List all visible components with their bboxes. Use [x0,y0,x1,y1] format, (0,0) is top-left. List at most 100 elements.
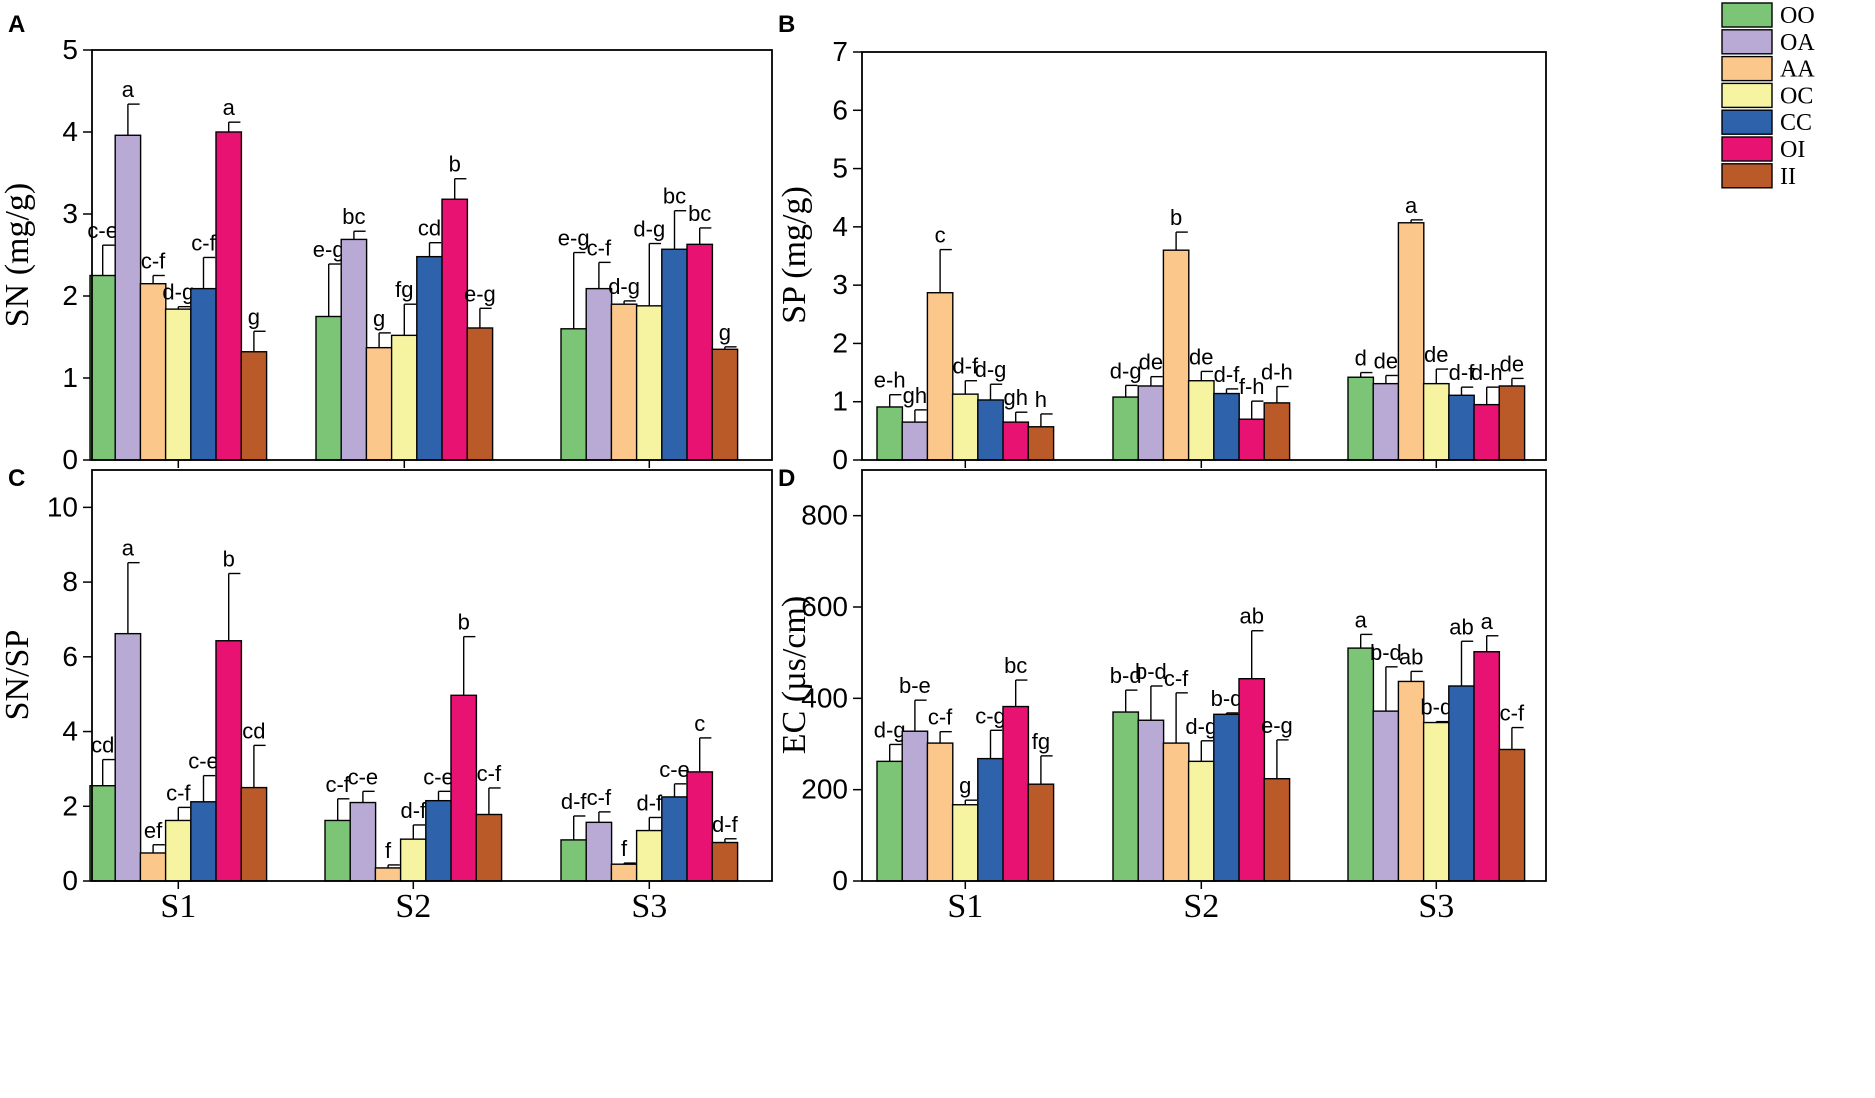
y-tick-label: 5 [832,153,848,184]
bar-OI-S2 [1238,677,1266,882]
y-tick-label: 400 [801,682,848,713]
bar-OO-S3 [560,328,588,461]
x-tick-label: S2 [1183,888,1219,925]
legend-label: OC [1780,83,1813,109]
significance-label: bc [342,204,365,229]
bar-OC-S3 [1422,721,1450,882]
bar-OO-S2 [324,819,352,882]
y-tick-label: 3 [832,269,848,300]
y-tick-label: 4 [62,116,78,147]
panel-letter: D [778,465,795,492]
bar-OA-S1 [114,632,142,882]
significance-label: fg [1032,729,1050,754]
significance-label: c-f [477,761,502,786]
bar-OA-S2 [1137,385,1165,461]
bar-OA-S3 [1372,710,1400,882]
legend-item-OC: OC [1721,82,1813,109]
bar-CC-S1 [977,757,1004,882]
bar-OA-S2 [349,801,377,882]
bar-AA-S1 [926,292,954,461]
bar-OO-S1 [89,274,117,461]
bar-OO-S3 [1347,647,1375,882]
legend-label: AA [1780,57,1815,83]
y-tick-label: 10 [47,491,78,522]
significance-label: fg [395,277,413,302]
bar-OA-S2 [1137,719,1165,882]
bar-OC-S1 [951,804,979,882]
legend-label: OI [1780,137,1805,163]
legend-swatch [1721,29,1773,55]
significance-label: d-g [1110,358,1142,383]
legend-label: CC [1780,110,1812,136]
significance-label: a [223,95,236,120]
bar-AA-S2 [1162,249,1190,461]
significance-label: c-f [587,235,612,260]
bar-CC-S3 [1448,394,1475,461]
significance-label: d-g [1185,714,1217,739]
bar-OC-S3 [1422,382,1450,461]
significance-label: e-h [874,368,906,393]
bar-OI-S2 [1238,418,1266,461]
y-tick-label: 2 [832,327,848,358]
legend-item-CC: CC [1721,109,1812,136]
bar-II-S2 [475,813,503,882]
bar-II-S3 [1498,748,1526,882]
significance-label: cd [242,718,265,743]
y-tick-label: 8 [62,566,78,597]
significance-label: f-h [1239,374,1265,399]
bar-OI-S3 [1473,403,1501,461]
y-tick-label: 0 [832,444,848,475]
significance-label: b-d [1135,659,1167,684]
y-tick-label: 0 [62,865,78,896]
significance-label: de [1139,350,1163,375]
bar-II-S1 [240,351,268,461]
panel-D: DEC (µs/cm)0200400600800d-gb-dab-eb-db-d… [776,465,1547,925]
significance-label: ab [1239,604,1263,629]
panel-letter: B [778,11,795,38]
bar-II-S2 [466,327,494,461]
y-axis-title: SN (mg/g) [0,183,36,328]
bar-OO-S3 [1347,376,1375,461]
legend-label: II [1780,164,1796,190]
bar-OC-S2 [390,334,418,461]
bar-OA-S3 [1372,382,1400,461]
bar-CC-S2 [1213,713,1240,882]
significance-label: c-e [659,757,690,782]
significance-label: b-d [1211,686,1243,711]
significance-label: d-f [561,789,588,814]
bar-OC-S2 [1187,380,1215,461]
significance-label: c-f [325,772,350,797]
bar-OO-S1 [876,760,904,882]
y-tick-label: 3 [62,198,78,229]
significance-label: c-f [1500,701,1525,726]
bar-OC-S3 [635,305,663,461]
significance-label: d-f [636,790,663,815]
significance-label: g [248,304,260,329]
significance-label: f [385,838,392,863]
bar-II-S3 [711,348,739,461]
significance-label: b [223,546,235,571]
x-tick-label: S1 [947,888,983,925]
significance-label: c-f [166,780,191,805]
significance-label: a [122,77,135,102]
significance-label: c-e [423,764,454,789]
bar-OA-S1 [114,134,142,461]
legend-swatch [1721,55,1773,82]
x-tick-label: S3 [631,888,667,925]
significance-label: c [935,223,946,248]
y-axis-title: SN/SP [0,630,36,721]
significance-label: c-f [141,249,166,274]
x-tick-label: S2 [395,888,431,925]
legend-item-OA: OA [1721,29,1815,56]
y-tick-label: 6 [62,641,78,672]
significance-label: b-d [1420,695,1452,720]
significance-label: ef [144,818,163,843]
bar-OA-S1 [901,421,929,461]
bar-AA-S2 [365,346,393,461]
bar-CC-S3 [661,248,688,461]
significance-label: gh [1003,385,1027,410]
bar-AA-S1 [926,742,954,882]
